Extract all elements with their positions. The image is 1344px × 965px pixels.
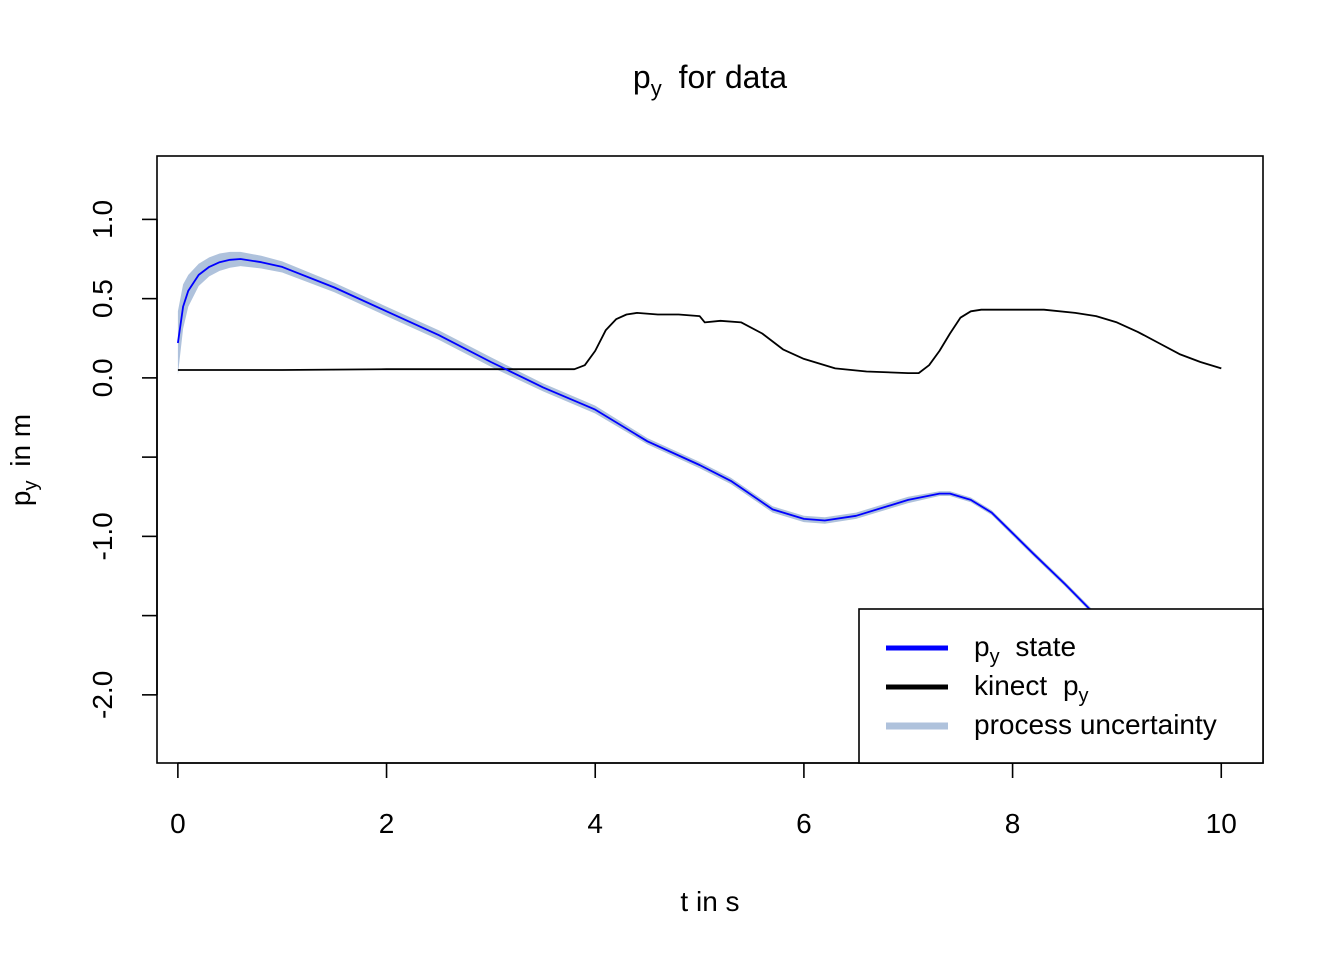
y-tick-label: -2.0	[87, 671, 118, 719]
x-tick-label: 10	[1206, 808, 1237, 839]
plot-frame	[156, 155, 1264, 764]
y-tick-label: 0.5	[87, 279, 118, 318]
legend-label-state: py state	[974, 631, 1076, 668]
x-tick-label: 6	[796, 808, 812, 839]
y-tick-label: 0.0	[87, 358, 118, 397]
legend-label-kinect: kinect py	[974, 670, 1089, 707]
series-line-layer	[177, 258, 1222, 617]
chart-title-main: p	[633, 59, 651, 95]
x-tick-label: 2	[379, 808, 395, 839]
y-axis-label-rest: in m	[5, 414, 36, 467]
x-tick-label: 0	[170, 808, 186, 839]
y-axis-label-sub: y	[20, 481, 42, 491]
x-tick-label: 8	[1005, 808, 1021, 839]
x-tick-label: 4	[587, 808, 603, 839]
legend: py state kinect py process uncertainty	[858, 608, 1264, 764]
chart-title-sub: y	[651, 76, 662, 101]
y-axis-label-main: p	[5, 491, 36, 507]
x-axis-label: t in s	[680, 886, 739, 917]
y-axis-label: py in m	[5, 414, 42, 506]
chart-title: py for data	[633, 59, 787, 101]
py-state-line	[177, 258, 1097, 617]
y-tick-label: 1.0	[87, 200, 118, 239]
y-tick-label: -1.0	[87, 512, 118, 560]
legend-label-uncertainty: process uncertainty	[974, 709, 1217, 740]
kinect-py-line	[177, 308, 1222, 375]
chart-title-rest: for data	[679, 59, 788, 95]
